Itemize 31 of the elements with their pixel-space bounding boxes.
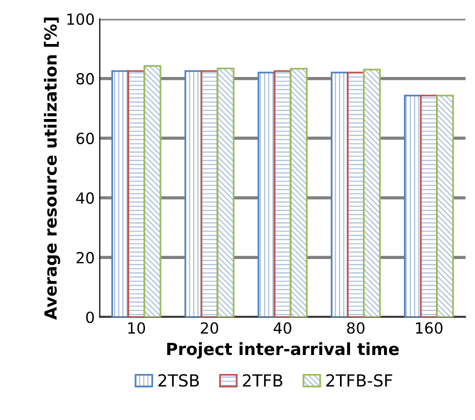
bar bbox=[258, 72, 276, 318]
y-tick-label: 60 bbox=[76, 132, 94, 144]
bar bbox=[420, 94, 438, 318]
legend-label: 2TSB bbox=[158, 374, 199, 387]
y-tick-label: 40 bbox=[76, 192, 94, 204]
bar bbox=[144, 65, 162, 318]
y-axis-title: Average resource utilization [%] bbox=[44, 18, 60, 320]
x-tick-label: 160 bbox=[416, 322, 442, 334]
bar bbox=[362, 68, 381, 318]
bar bbox=[200, 70, 218, 318]
x-axis-title: Project inter-arrival time bbox=[167, 342, 399, 359]
bar bbox=[330, 72, 349, 318]
y-tick-label: 80 bbox=[76, 73, 94, 85]
bar bbox=[404, 94, 422, 318]
bar bbox=[127, 70, 146, 318]
x-tick-label: 10 bbox=[128, 322, 146, 334]
bar bbox=[290, 68, 308, 318]
x-tick-label: 40 bbox=[274, 322, 292, 334]
legend-label: 2TFB bbox=[242, 374, 282, 387]
bar bbox=[346, 72, 365, 318]
bar bbox=[184, 70, 202, 318]
x-tick-label: 20 bbox=[200, 322, 218, 334]
x-tick-label: 80 bbox=[347, 322, 364, 334]
bar bbox=[216, 68, 234, 318]
y-tick-label: 20 bbox=[76, 252, 94, 264]
bar bbox=[436, 94, 454, 318]
bar bbox=[274, 70, 292, 318]
y-tick-label: 100 bbox=[67, 13, 94, 25]
bar bbox=[111, 70, 130, 318]
y-tick-label: 0 bbox=[86, 312, 94, 324]
legend-label: 2TFB-SF bbox=[326, 374, 392, 387]
